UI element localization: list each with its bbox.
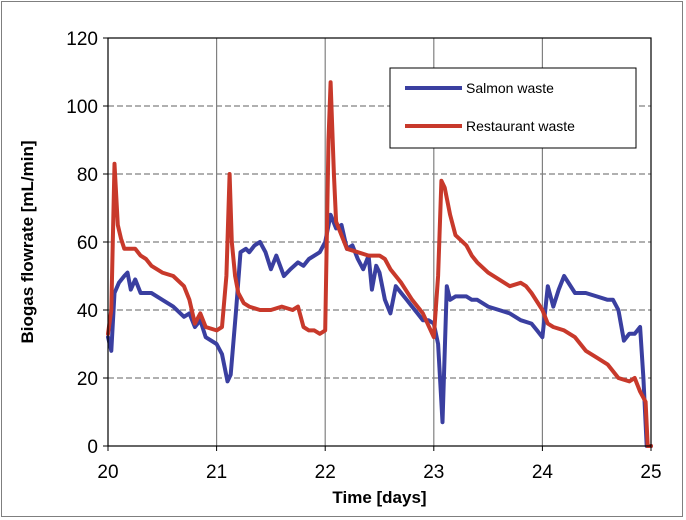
- legend-label-restaurant-waste: Restaurant waste: [466, 118, 575, 134]
- series-line-restaurant-waste: [106, 80, 653, 448]
- y-tick-label: 60: [77, 233, 98, 254]
- x-tick-label: 25: [640, 462, 661, 483]
- y-tick-label: 20: [77, 369, 98, 390]
- x-axis-title: Time [days]: [332, 488, 426, 507]
- series-line-salmon-waste: [106, 212, 653, 448]
- x-tick-label: 23: [423, 462, 444, 483]
- series-group: [106, 80, 653, 448]
- legend-label-salmon-waste: Salmon waste: [466, 80, 554, 96]
- legend: Salmon waste Restaurant waste: [389, 67, 637, 149]
- y-tick-label: 120: [66, 29, 98, 50]
- x-tick-label: 20: [97, 462, 118, 483]
- y-tick-labels: 0 20 40 60 80 100 120: [66, 29, 108, 458]
- x-tick-label: 24: [532, 462, 554, 483]
- y-axis-title: Biogas flowrate [mL/min]: [18, 140, 37, 343]
- legend-box: [389, 67, 637, 149]
- y-tick-label: 40: [77, 301, 98, 322]
- y-tick-label: 80: [77, 165, 98, 186]
- x-tick-labels: 20 21 22 23 24 25: [97, 446, 662, 483]
- x-tick-label: 22: [315, 462, 336, 483]
- y-tick-label: 100: [66, 97, 98, 118]
- y-tick-label: 0: [87, 437, 98, 458]
- x-tick-label: 21: [206, 462, 227, 483]
